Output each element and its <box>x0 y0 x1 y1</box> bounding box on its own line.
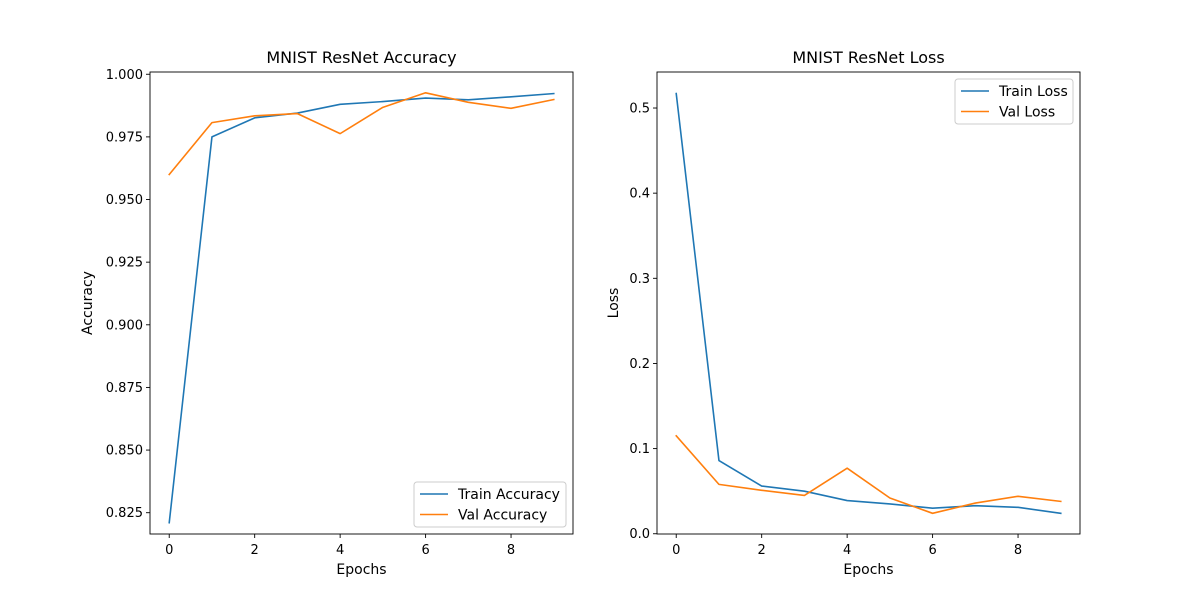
y-tick-label: 0.2 <box>629 357 650 372</box>
legend-label-1: Train Loss <box>998 84 1068 100</box>
legend: Train Loss Val Loss <box>954 78 1074 125</box>
y-tick-label: 0.850 <box>106 444 143 459</box>
legend: Train Accuracy Val Accuracy <box>413 481 567 528</box>
y-tick-label: 1.000 <box>106 68 143 83</box>
x-tick-label: 6 <box>928 543 936 558</box>
x-tick-label: 2 <box>758 543 766 558</box>
legend-label-2: Val Loss <box>999 105 1055 121</box>
x-tick-label: 6 <box>421 543 429 558</box>
x-tick-label: 2 <box>251 543 259 558</box>
y-tick-label: 0.875 <box>106 381 143 396</box>
legend-box <box>413 481 567 528</box>
chart-2: 0 2 4 6 8 0.0 0.1 0.2 0.3 0.4 0.5 MNIST ResNet Loss… <box>606 48 1081 578</box>
y-tick-label: 0.1 <box>629 442 650 457</box>
y-axis-label: Loss <box>606 288 622 319</box>
axes-frame <box>656 71 1081 535</box>
series-line-2 <box>675 434 1062 515</box>
y-axis-label: Accuracy <box>80 271 96 335</box>
series-line-1 <box>168 92 555 524</box>
x-tick-label: 8 <box>1014 543 1022 558</box>
y-tick-label: 0.5 <box>629 102 650 117</box>
y-tick-label: 0.950 <box>106 193 143 208</box>
legend-label-1: Train Accuracy <box>457 487 560 503</box>
x-tick-label: 0 <box>672 543 680 558</box>
axes-frame <box>149 71 574 535</box>
y-tick-label: 0.3 <box>629 272 650 287</box>
chart-title: MNIST ResNet Accuracy <box>266 48 456 67</box>
legend-label-2: Val Accuracy <box>458 508 547 524</box>
chart-title: MNIST ResNet Loss <box>792 48 944 67</box>
y-tick-label: 0.975 <box>106 130 143 145</box>
x-tick-label: 4 <box>336 543 344 558</box>
series-line-1 <box>675 92 1062 515</box>
x-tick-label: 0 <box>165 543 173 558</box>
y-tick-label: 0.900 <box>106 318 143 333</box>
y-tick-label: 0.825 <box>106 506 143 521</box>
x-axis-label: Epochs <box>336 562 386 578</box>
x-axis-label: Epochs <box>843 562 893 578</box>
x-tick-label: 8 <box>507 543 515 558</box>
chart-1: 0 2 4 6 8 0.825 0.850 0.875 0.900 0.925 0.950 0.975… <box>80 48 574 578</box>
y-tick-label: 0.925 <box>106 256 143 271</box>
series-line-2 <box>168 92 555 176</box>
x-tick-label: 4 <box>843 543 851 558</box>
y-tick-label: 0.0 <box>629 527 650 542</box>
y-tick-label: 0.4 <box>629 187 650 202</box>
